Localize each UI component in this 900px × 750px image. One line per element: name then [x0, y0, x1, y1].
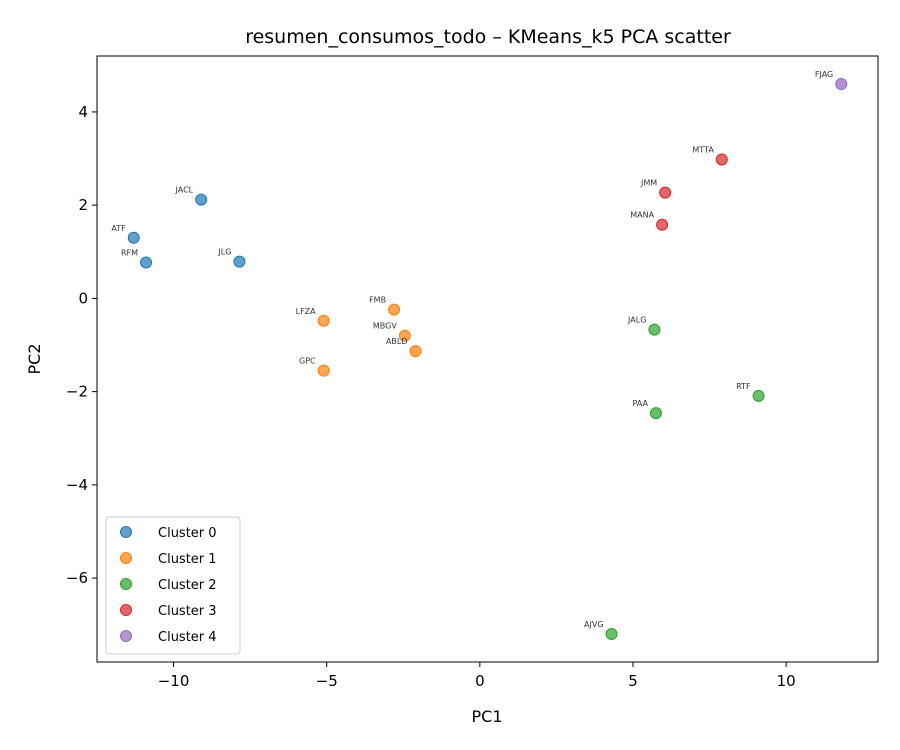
point-label: MANA	[630, 211, 654, 220]
legend-entry: Cluster 0	[158, 526, 217, 541]
y-tick-label: −6	[66, 569, 88, 587]
legend-box	[105, 516, 241, 655]
scatter-point	[715, 153, 728, 166]
scatter-point	[317, 364, 330, 377]
chart-title: resumen_consumos_todo – KMeans_k5 PCA sc…	[245, 26, 731, 48]
point-label: RFM	[121, 249, 138, 258]
scatter-point	[659, 186, 672, 199]
point-label: MBGV	[373, 322, 397, 331]
point-label: FMB	[369, 296, 386, 305]
y-tick-label: −4	[66, 476, 88, 494]
legend-entry: Cluster 4	[158, 630, 217, 645]
legend-marker	[120, 552, 132, 564]
scatter-point	[317, 314, 330, 327]
legend-marker	[120, 630, 132, 642]
point-label: RTF	[736, 382, 751, 391]
x-tick-label: 10	[777, 672, 796, 690]
point-label: JMM	[640, 179, 657, 188]
point-label: JACL	[175, 186, 194, 195]
y-tick-label: −2	[66, 383, 88, 401]
y-axis-label: PC2	[25, 344, 44, 375]
point-label: AJVG	[584, 620, 604, 629]
scatter-point	[649, 407, 662, 420]
y-axis: −6 −4 −2 0 2 4	[66, 103, 97, 587]
scatter-point	[195, 193, 208, 206]
scatter-point	[656, 218, 669, 231]
scatter-point	[752, 389, 765, 402]
x-tick-label: 0	[475, 672, 485, 690]
x-axis: −10 −5 0 5 10	[158, 662, 796, 690]
legend: Cluster 0 Cluster 1 Cluster 2 Cluster 3 Clus…	[105, 516, 241, 655]
legend-entry: Cluster 1	[158, 552, 217, 567]
y-tick-label: 4	[78, 103, 88, 121]
scatter-point	[409, 345, 422, 358]
scatter-point	[140, 256, 153, 269]
point-label: ABLD	[386, 337, 408, 346]
scatter-point	[388, 303, 401, 316]
legend-marker	[120, 604, 132, 616]
scatter-point	[605, 628, 618, 641]
scatter-point	[127, 231, 140, 244]
legend-marker	[120, 526, 132, 538]
scatter-point	[233, 255, 246, 268]
y-tick-label: 2	[78, 196, 88, 214]
point-label: GPC	[299, 357, 316, 366]
point-label: ATF	[111, 224, 126, 233]
point-label: JALG	[627, 316, 646, 325]
scatter-point	[398, 329, 411, 342]
x-axis-label: PC1	[472, 707, 503, 726]
legend-entry: Cluster 2	[158, 578, 217, 593]
legend-marker	[120, 578, 132, 590]
scatter-point	[648, 323, 661, 336]
x-tick-label: −10	[158, 672, 190, 690]
x-tick-label: −5	[316, 672, 338, 690]
point-label: JLG	[217, 248, 231, 257]
x-tick-label: 5	[628, 672, 638, 690]
legend-entry: Cluster 3	[158, 604, 217, 619]
point-label: MTTA	[692, 145, 714, 154]
point-label: PAA	[632, 399, 648, 408]
point-label: LFZA	[296, 307, 317, 316]
scatter-point	[835, 77, 848, 90]
point-label: FJAG	[815, 70, 833, 79]
data-points: JACL ATF RFM JLG FMB LFZA MBGV ABLD GPC JALG RTF PA…	[111, 70, 848, 641]
y-tick-label: 0	[78, 289, 88, 307]
